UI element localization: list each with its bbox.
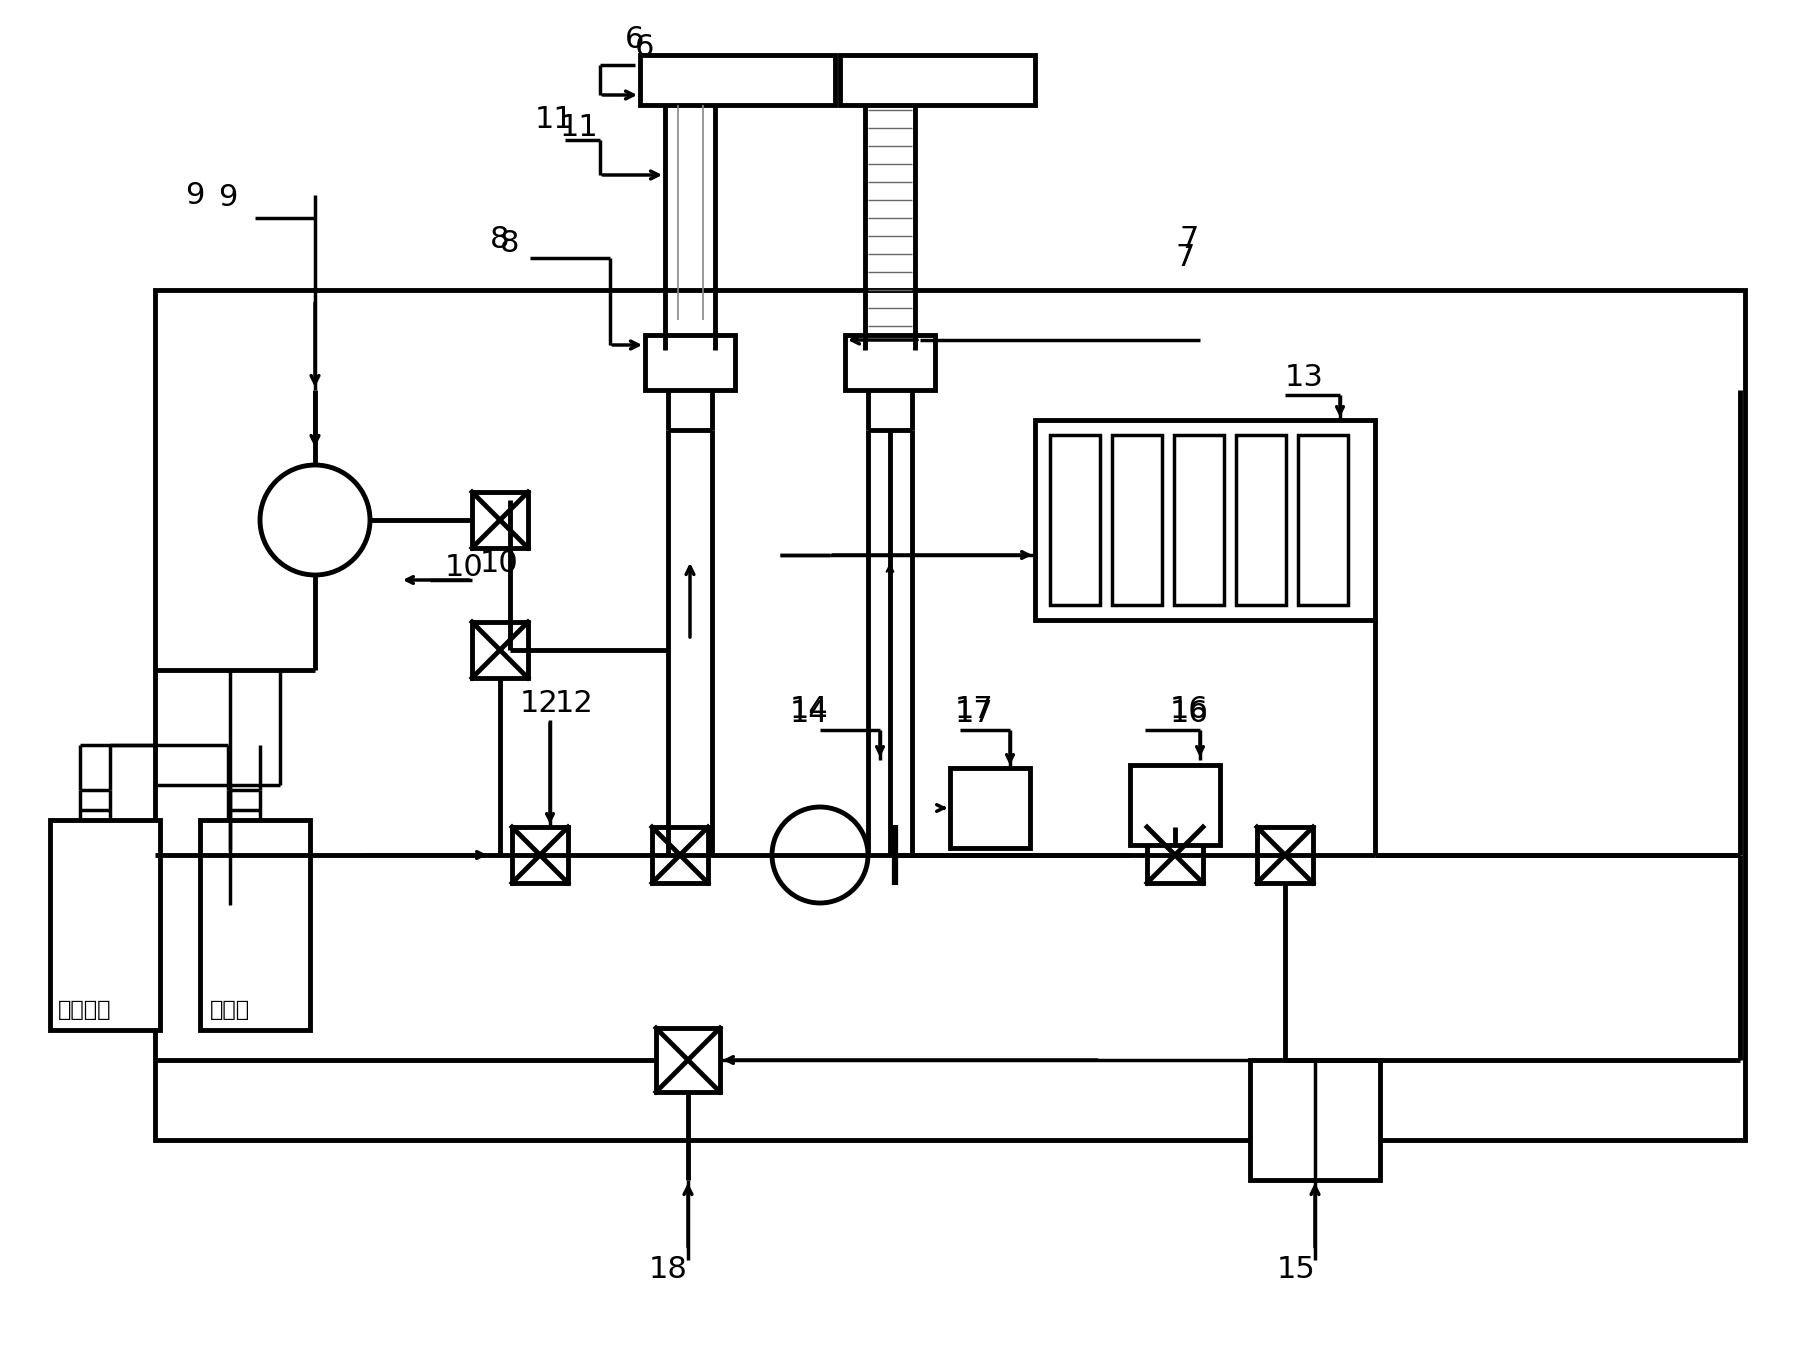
Text: 12: 12 <box>519 689 559 717</box>
Bar <box>1237 435 1286 604</box>
Bar <box>1050 435 1100 604</box>
Text: 8: 8 <box>490 226 510 254</box>
Circle shape <box>260 464 370 575</box>
Text: 10: 10 <box>479 549 519 579</box>
Text: 6: 6 <box>636 34 654 62</box>
Bar <box>1111 435 1162 604</box>
Bar <box>639 55 835 105</box>
Bar <box>1249 1061 1380 1180</box>
Bar <box>841 55 1035 105</box>
Text: 9: 9 <box>185 180 205 210</box>
Text: 17: 17 <box>955 699 993 727</box>
Text: 13: 13 <box>1286 363 1324 393</box>
Bar <box>200 820 311 1030</box>
Text: 17: 17 <box>955 696 993 724</box>
Text: 14: 14 <box>790 696 828 724</box>
Bar <box>656 1028 719 1092</box>
Bar <box>1130 765 1220 845</box>
Circle shape <box>772 808 868 903</box>
Bar <box>844 335 935 390</box>
Text: 15: 15 <box>1277 1256 1315 1284</box>
Bar <box>1173 435 1224 604</box>
Bar <box>1298 435 1347 604</box>
Bar <box>51 820 160 1030</box>
Text: 7: 7 <box>1180 226 1199 254</box>
Bar <box>472 622 528 678</box>
Text: 10: 10 <box>445 552 483 581</box>
Bar <box>1148 826 1202 883</box>
Text: 11: 11 <box>536 105 574 135</box>
Text: 清洗液瓶: 清洗液瓶 <box>58 1000 111 1020</box>
Text: 8: 8 <box>499 229 519 257</box>
Text: 7: 7 <box>1175 244 1195 272</box>
Bar <box>950 769 1030 848</box>
Bar <box>645 335 735 390</box>
Text: 16: 16 <box>1170 699 1209 727</box>
Text: 14: 14 <box>790 699 828 727</box>
Text: 废液瓶: 废液瓶 <box>211 1000 251 1020</box>
Text: 12: 12 <box>556 689 594 717</box>
Bar <box>1257 826 1313 883</box>
Text: 11: 11 <box>559 113 599 143</box>
Bar <box>652 826 708 883</box>
Bar <box>1035 420 1375 621</box>
Text: 9: 9 <box>218 183 238 213</box>
Text: 16: 16 <box>1170 696 1209 724</box>
Bar <box>512 826 568 883</box>
Bar <box>154 289 1745 1140</box>
Text: 18: 18 <box>648 1256 688 1284</box>
Text: 6: 6 <box>625 26 645 54</box>
Bar <box>472 493 528 548</box>
